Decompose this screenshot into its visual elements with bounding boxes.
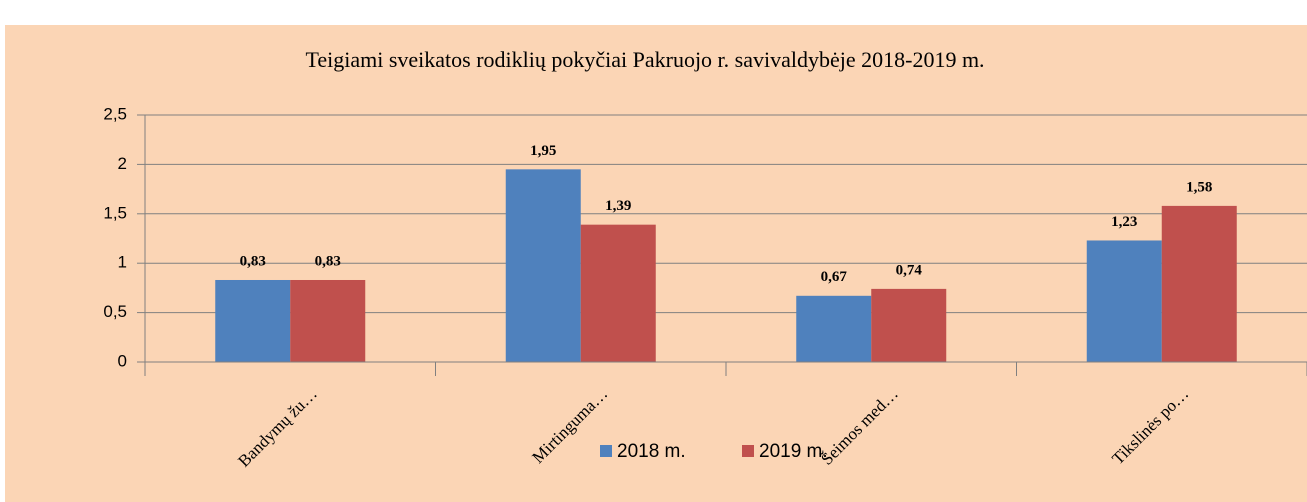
y-tick-label: 2,5 bbox=[103, 104, 127, 123]
data-label: 0,83 bbox=[240, 253, 266, 269]
bar bbox=[1161, 205, 1237, 362]
bar bbox=[871, 288, 947, 362]
data-label: 0,83 bbox=[315, 253, 341, 269]
y-tick-label: 1,5 bbox=[103, 203, 127, 222]
legend-swatch bbox=[600, 445, 612, 457]
data-label: 0,74 bbox=[896, 262, 923, 278]
bar bbox=[505, 169, 581, 362]
data-label: 1,58 bbox=[1186, 179, 1212, 195]
data-label: 1,95 bbox=[530, 143, 556, 159]
chart-title: Teigiami sveikatos rodiklių pokyčiai Pak… bbox=[305, 47, 984, 72]
y-tick-label: 0,5 bbox=[103, 302, 127, 321]
legend-label: 2018 m. bbox=[617, 441, 686, 462]
data-label: 0,67 bbox=[821, 269, 848, 285]
legend-label: 2019 m. bbox=[759, 441, 828, 462]
bar bbox=[290, 279, 366, 362]
data-label: 1,23 bbox=[1111, 214, 1137, 230]
data-label: 1,39 bbox=[605, 198, 631, 214]
y-tick-label: 1 bbox=[118, 253, 127, 272]
legend-swatch bbox=[742, 445, 754, 457]
bar bbox=[796, 295, 872, 362]
bar bbox=[1086, 240, 1162, 362]
y-tick-label: 0 bbox=[118, 351, 127, 370]
y-tick-label: 2 bbox=[118, 154, 127, 173]
bar bbox=[580, 224, 656, 362]
bar bbox=[215, 279, 291, 362]
